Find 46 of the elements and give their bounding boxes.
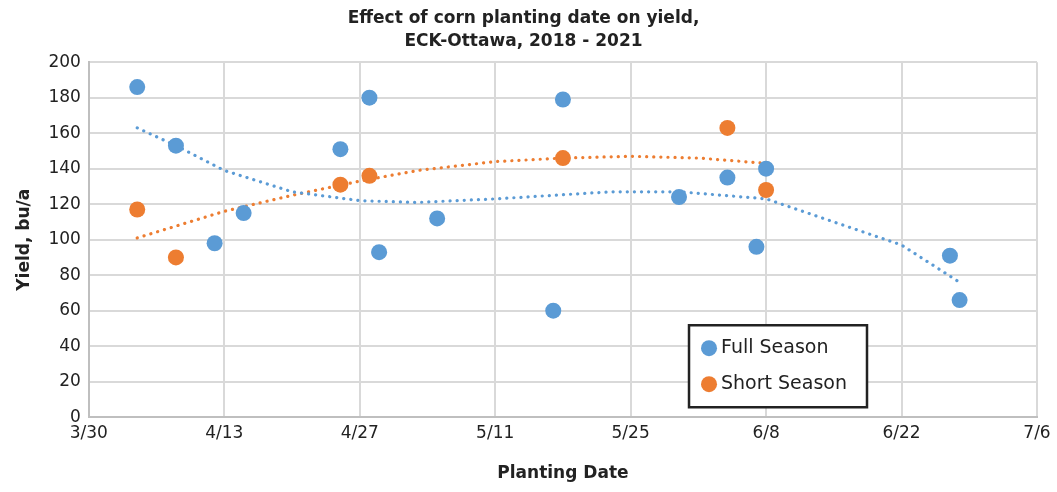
point <box>332 141 349 158</box>
point <box>758 160 775 177</box>
point <box>554 150 571 167</box>
point <box>167 249 184 266</box>
x-tick-label: 5/25 <box>611 421 650 442</box>
x-tick-label: 4/27 <box>340 421 379 442</box>
point <box>671 189 688 206</box>
point <box>235 205 252 222</box>
x-tick-label: 6/8 <box>752 421 780 442</box>
point <box>545 302 562 319</box>
point <box>951 292 968 309</box>
point <box>748 238 765 255</box>
point <box>758 182 775 198</box>
y-tick-label: 120 <box>48 192 81 213</box>
line-series <box>135 126 962 284</box>
y-tick-label: 180 <box>48 86 81 107</box>
point <box>429 210 446 227</box>
x-axis-title: Planting Date <box>497 462 629 483</box>
y-tick-label: 200 <box>48 50 81 71</box>
point <box>332 176 349 193</box>
point <box>206 235 223 252</box>
legend-label: Short Season <box>721 371 848 394</box>
point <box>361 167 378 184</box>
point <box>129 79 146 96</box>
y-tick-label: 60 <box>59 299 81 320</box>
point <box>129 201 146 218</box>
y-tick-label: 160 <box>48 121 81 142</box>
point <box>719 169 736 186</box>
x-tick-label: 5/11 <box>476 421 515 442</box>
y-tick-label: 40 <box>59 334 81 355</box>
point <box>554 91 571 108</box>
x-tick-label: 7/6 <box>1023 421 1051 442</box>
y-tick-label: 80 <box>59 263 81 284</box>
point <box>719 119 736 136</box>
y-tick-label: 100 <box>48 228 81 249</box>
point <box>371 244 388 261</box>
point <box>941 247 958 264</box>
legend-label: Full Season <box>721 335 829 358</box>
point <box>361 89 378 106</box>
x-tick-label: 6/22 <box>882 421 921 442</box>
y-tick-label: 20 <box>59 370 81 391</box>
y-tick-label: 140 <box>48 157 81 178</box>
y-axis-title: Yield, bu/a <box>12 188 33 292</box>
x-tick-label: 4/13 <box>205 421 244 442</box>
chart-title: Effect of corn planting date on yield, ECK-Ottawa, 2018 - 2021 <box>347 7 700 50</box>
point <box>167 137 184 154</box>
